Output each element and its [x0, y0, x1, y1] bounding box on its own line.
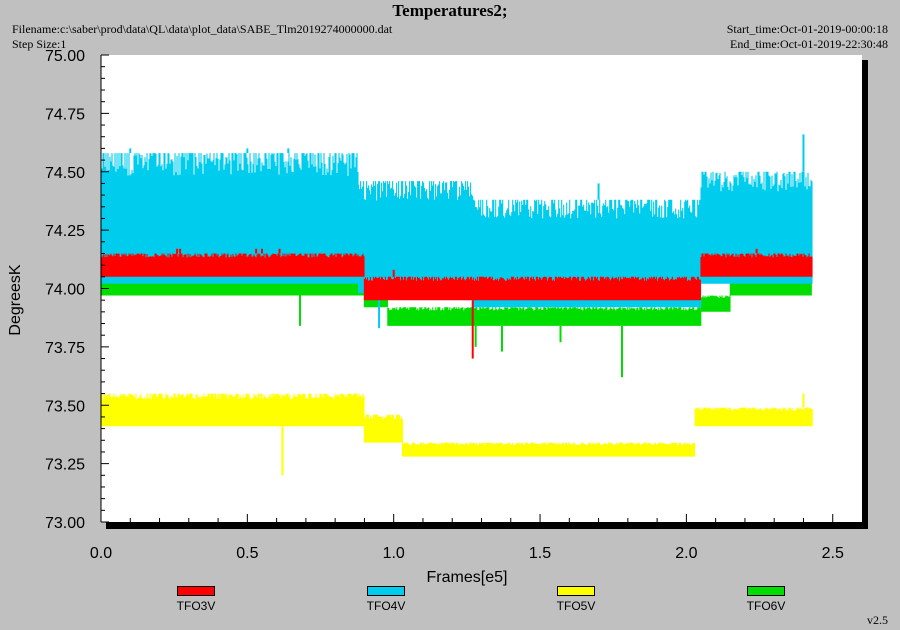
x-tick-label: 2.5 — [822, 545, 844, 562]
end-time-label: End_time:Oct-01-2019-22:30:48 — [730, 37, 888, 51]
start-time-label: Start_time:Oct-01-2019-00:00:18 — [726, 22, 888, 36]
version-label: v2.5 — [867, 613, 888, 627]
legend-swatch-tfo5v — [557, 586, 595, 596]
y-tick-label: 73.50 — [45, 398, 85, 415]
y-axis-label: DegreesK — [7, 264, 24, 335]
series-tfo6v — [100, 276, 812, 378]
axis-layer: 73.00 73.25 73.50 73.75 74.00 74.25 74.50 74.75… — [45, 48, 844, 562]
step-size-label: Step Size:1 — [12, 37, 67, 51]
chart-title: Temperatures2; — [392, 1, 508, 20]
y-tick-label: 75.00 — [45, 48, 85, 65]
x-tick-label: 1.5 — [529, 545, 551, 562]
legend-swatch-tfo6v — [747, 586, 785, 596]
y-tick-label: 73.25 — [45, 457, 85, 474]
legend-item-tfo6v: TFO6V — [726, 586, 806, 613]
y-tick-label: 74.00 — [45, 282, 85, 299]
legend-label-tfo6v: TFO6V — [746, 599, 786, 613]
x-tick-label: 2.0 — [675, 545, 697, 562]
y-tick-label: 73.75 — [45, 340, 85, 357]
y-tick-label: 74.75 — [45, 106, 85, 123]
legend-swatch-tfo3v — [177, 586, 215, 596]
legend-item-tfo5v: TFO5V — [536, 586, 616, 613]
filename-label: Filename:c:\saber\prod\data\QL\data\plot… — [12, 22, 393, 36]
x-tick-label: 0.5 — [236, 545, 258, 562]
x-tick-label: 0.0 — [90, 545, 112, 562]
legend-swatch-tfo4v — [367, 586, 405, 596]
y-tick-label: 73.00 — [45, 515, 85, 532]
legend-label-tfo5v: TFO5V — [556, 599, 596, 613]
x-axis-label: Frames[e5] — [427, 569, 508, 586]
x-tick-label: 1.0 — [383, 545, 405, 562]
series-layer — [100, 134, 813, 476]
legend-item-tfo3v: TFO3V — [156, 586, 236, 613]
y-tick-label: 74.50 — [45, 165, 85, 182]
legend-label-tfo3v: TFO3V — [176, 599, 216, 613]
y-tick-label: 74.25 — [45, 223, 85, 240]
legend-item-tfo4v: TFO4V — [346, 586, 426, 613]
legend-label-tfo4v: TFO4V — [366, 599, 406, 613]
